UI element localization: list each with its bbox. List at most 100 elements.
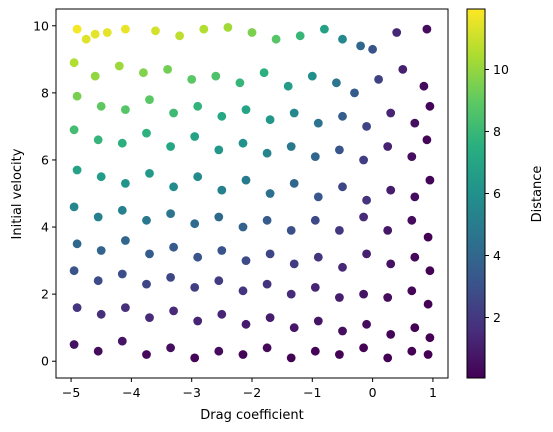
scatter-point-59	[286, 142, 296, 151]
scatter-point-114	[69, 266, 79, 276]
y-axis-ticks: 0 2 4 6 8 10	[33, 18, 56, 369]
scatter-point-18	[69, 58, 79, 68]
scatter-point-132	[121, 303, 130, 312]
scatter-point-143	[386, 330, 396, 339]
scatter-point-45	[338, 111, 347, 121]
scatter-point-47	[386, 108, 396, 118]
scatter-point-71	[193, 172, 203, 182]
scatter-point-93	[335, 226, 344, 235]
colorbar-ticks: 2 4 6 8 10	[485, 62, 509, 325]
scatter-point-120	[214, 276, 224, 286]
scatter-point-115	[93, 276, 103, 286]
scatter-point-146	[69, 340, 79, 349]
scatter-point-79	[386, 185, 396, 195]
scatter-point-149	[142, 350, 151, 359]
scatter-point-53	[142, 128, 151, 138]
scatter-point-9	[247, 28, 257, 37]
scatter-point-6	[175, 31, 185, 41]
scatter-point-94	[359, 212, 368, 222]
scatter-point-154	[262, 343, 272, 353]
colorbar-tick-label: 6	[493, 186, 501, 201]
scatter-point-156	[310, 346, 320, 356]
colorbar-label: Distance	[530, 166, 545, 223]
x-axis-ticks: −5 −4 −3 −2 −1 0 1	[62, 378, 437, 400]
x-tick-label: 1	[429, 385, 437, 400]
y-tick-label: 6	[41, 152, 49, 167]
scatter-point-161	[423, 350, 433, 359]
scatter-point-41	[241, 105, 251, 114]
scatter-point-113	[425, 266, 435, 276]
y-tick-label: 0	[41, 354, 49, 369]
scatter-point-122	[262, 279, 272, 289]
scatter-point-20	[114, 61, 124, 71]
scatter-point-152	[214, 346, 224, 356]
scatter-point-80	[410, 192, 420, 202]
scatter-point-155	[286, 353, 296, 363]
scatter-point-56	[214, 145, 224, 155]
scatter-point-101	[145, 249, 154, 259]
scatter-point-61	[335, 145, 344, 155]
scatter-point-148	[117, 336, 127, 346]
scatter-point-51	[93, 135, 103, 145]
scatter-point-58	[262, 148, 272, 158]
scatter-point-76	[313, 192, 323, 202]
scatter-point-107	[289, 259, 299, 269]
scatter-point-5	[151, 26, 160, 36]
scatter-point-85	[142, 215, 151, 225]
scatter-point-39	[193, 101, 203, 111]
scatter-point-81	[425, 175, 435, 185]
scatter-point-86	[166, 209, 176, 219]
scatter-point-14	[356, 41, 365, 51]
colorbar-tick-label: 4	[493, 248, 501, 263]
scatter-point-118	[166, 273, 176, 282]
scatter-point-103	[193, 252, 203, 262]
scatter-point-38	[169, 108, 179, 118]
scatter-point-97	[423, 232, 433, 242]
scatter-point-32	[398, 65, 408, 74]
x-tick-label: −5	[62, 385, 80, 400]
scatter-point-142	[362, 319, 371, 329]
scatter-point-145	[425, 333, 435, 343]
x-tick-label: −1	[303, 385, 321, 400]
scatter-point-109	[338, 262, 347, 272]
scatter-point-77	[338, 182, 347, 192]
scatter-point-54	[166, 142, 176, 151]
y-tick-label: 10	[33, 18, 49, 33]
scatter-point-158	[359, 343, 368, 353]
scatter-point-13	[338, 34, 347, 44]
scatter-point-8	[223, 23, 233, 32]
scatter-point-67	[96, 172, 106, 182]
scatter-point-141	[338, 326, 347, 336]
scatter-point-69	[145, 169, 154, 178]
scatter-point-110	[362, 249, 371, 259]
scatter-point-49	[425, 101, 435, 111]
scatter-point-60	[310, 152, 320, 162]
scatter-point-57	[238, 138, 248, 148]
scatter-point-147	[93, 346, 103, 356]
scatter-point-4	[121, 24, 130, 34]
scatter-point-82	[69, 202, 79, 212]
scatter-point-44	[313, 118, 323, 128]
scatter-point-133	[145, 313, 154, 322]
scatter-point-43	[289, 108, 299, 118]
scatter-point-135	[193, 316, 203, 326]
scatter-point-128	[407, 286, 417, 296]
scatter-point-104	[217, 246, 227, 255]
y-tick-label: 8	[41, 85, 49, 100]
scatter-point-144	[410, 323, 420, 333]
scatter-point-136	[217, 309, 227, 319]
scatter-point-0	[72, 24, 82, 34]
scatter-point-127	[383, 293, 393, 302]
scatter-point-125	[335, 293, 344, 302]
scatter-point-52	[117, 138, 127, 148]
scatter-point-140	[313, 316, 323, 326]
scatter-point-42	[265, 115, 275, 125]
x-tick-label: −3	[182, 385, 200, 400]
y-axis-label: Initial velocity	[10, 148, 25, 239]
scatter-point-30	[350, 88, 359, 98]
scatter-point-90	[262, 215, 272, 225]
scatter-point-89	[238, 222, 248, 232]
scatter-point-3	[102, 28, 112, 37]
scatter-point-153	[238, 350, 248, 359]
